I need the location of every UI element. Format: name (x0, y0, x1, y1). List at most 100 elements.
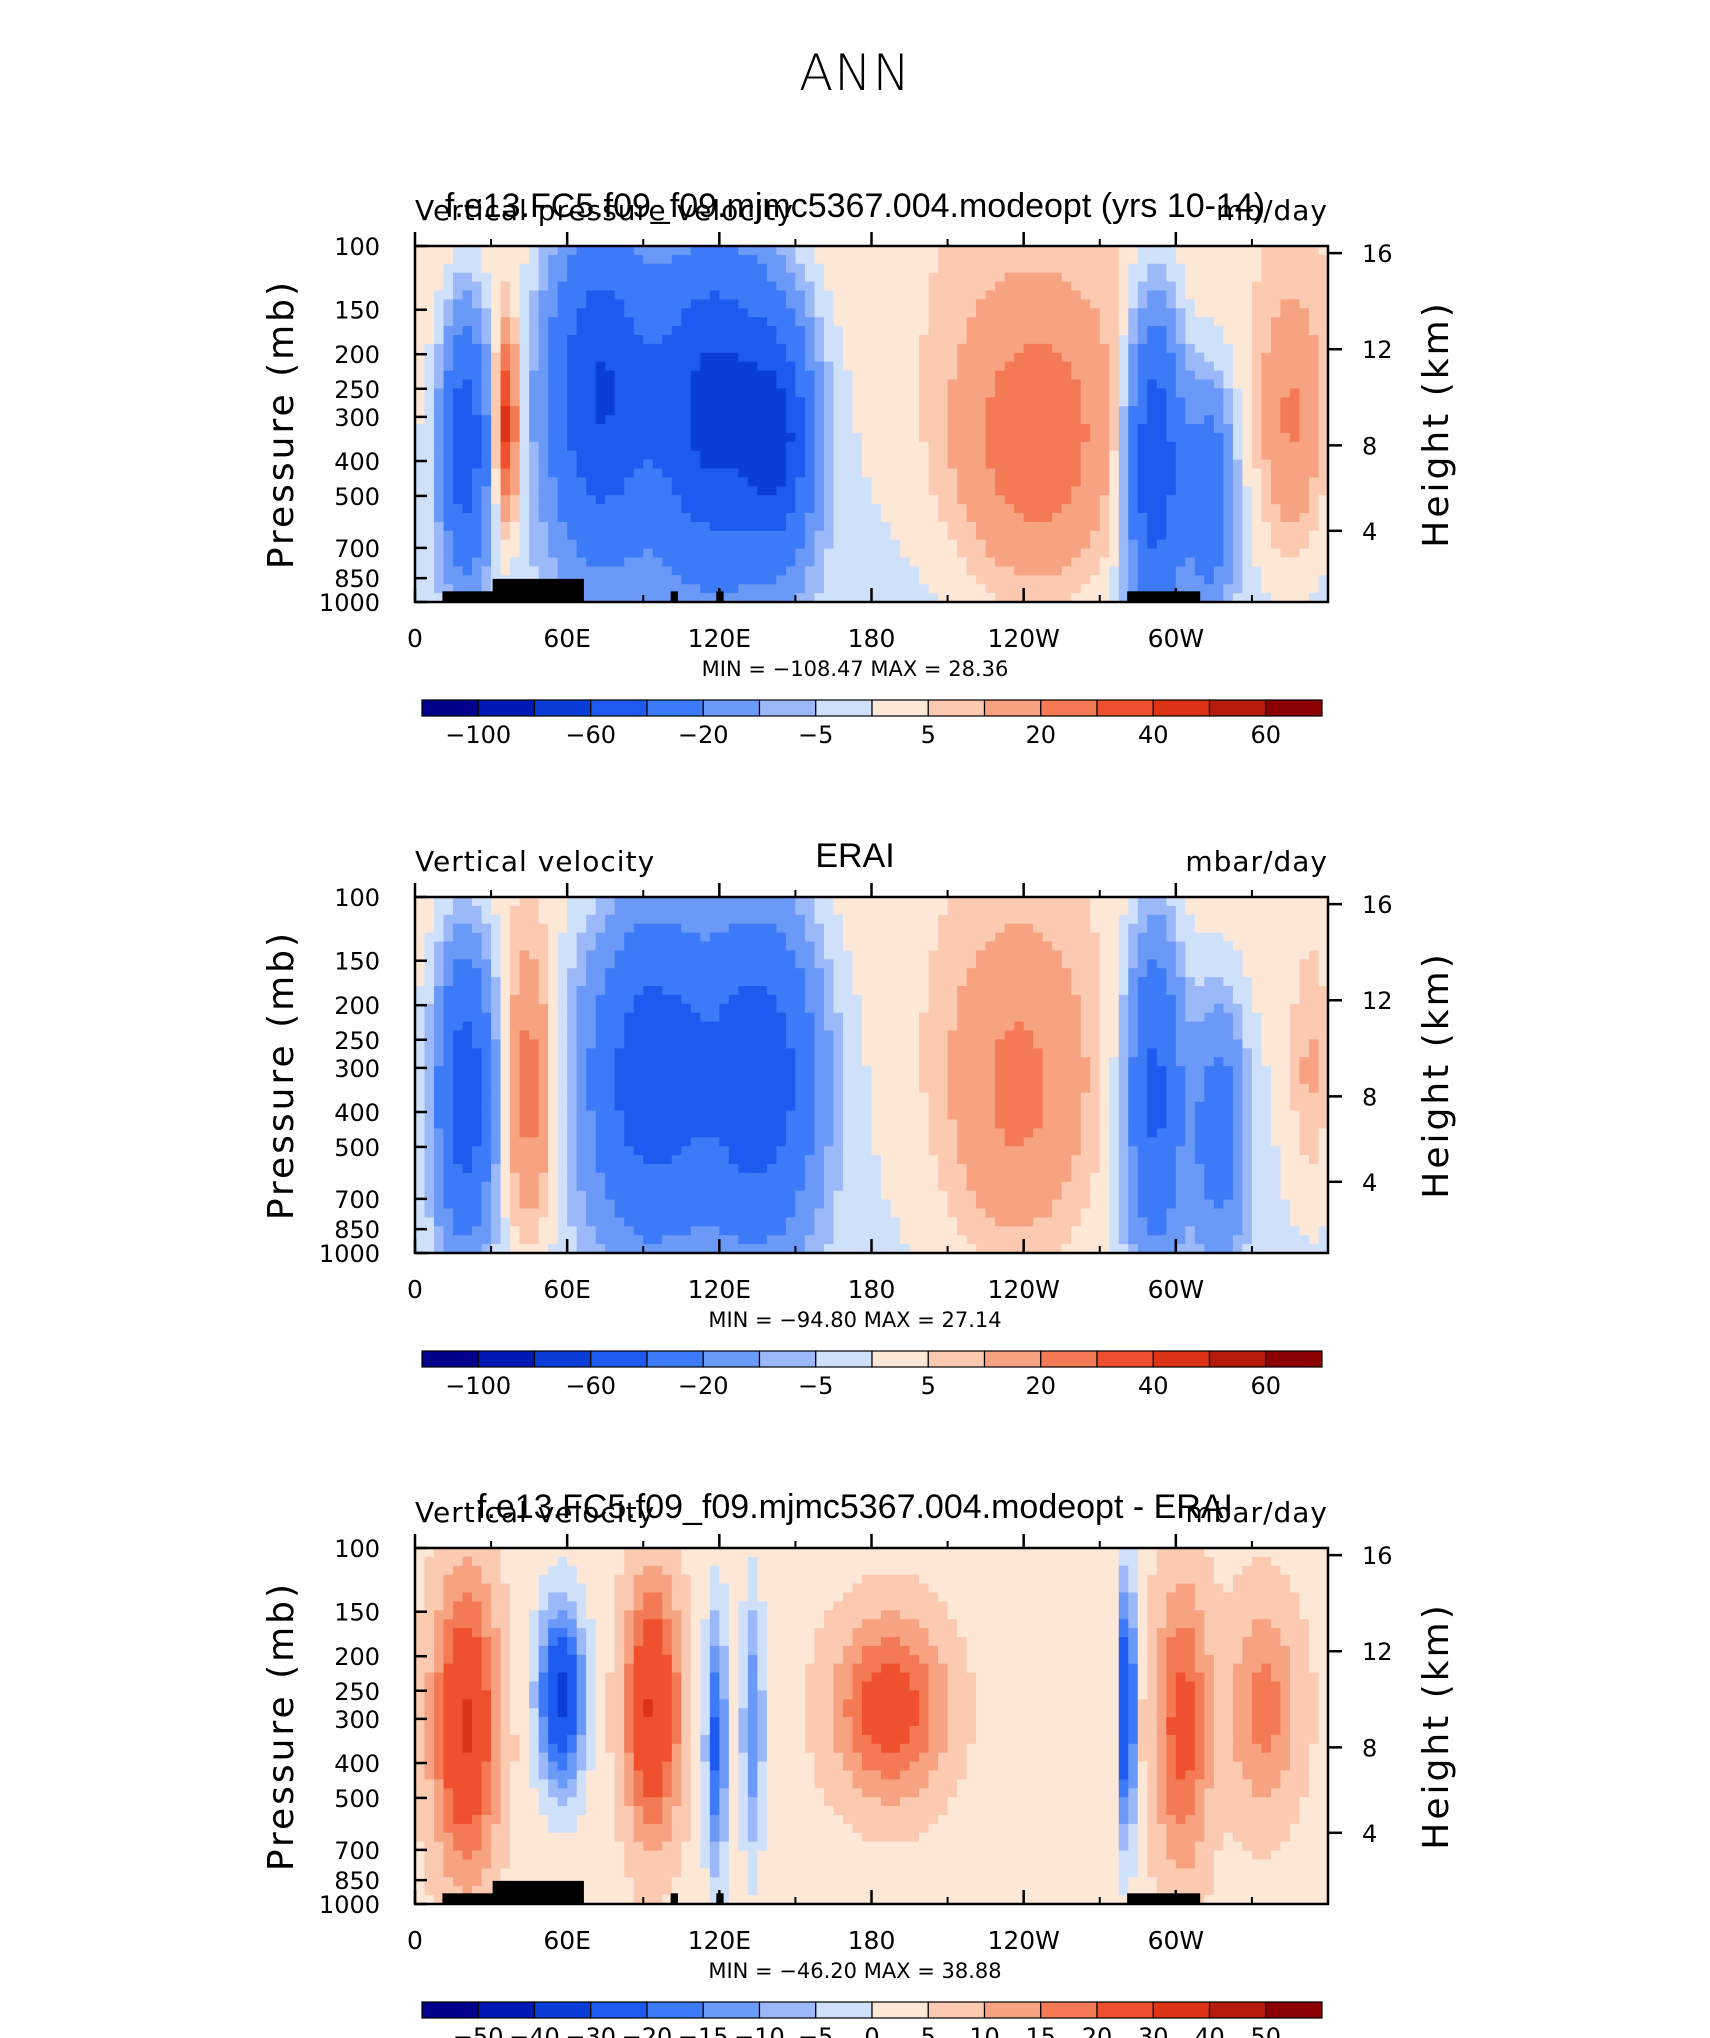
heatmap-cell (719, 450, 730, 461)
heatmap-cell (481, 388, 492, 398)
heatmap-cell (1080, 459, 1091, 470)
heatmap-cell (747, 379, 758, 389)
heatmap-cell (453, 1244, 464, 1254)
heatmap-cell (453, 584, 464, 594)
heatmap-cell (719, 415, 730, 425)
heatmap-cell (957, 495, 968, 505)
heatmap-cell (833, 343, 844, 354)
heatmap-cell (548, 388, 559, 398)
heatmap-cell (453, 450, 464, 461)
heatmap-cell (757, 370, 768, 381)
heatmap-cell (1118, 548, 1129, 559)
heatmap-cell (995, 530, 1006, 541)
heatmap-cell (510, 959, 521, 969)
heatmap-cell (1147, 575, 1158, 585)
heatmap-cell (434, 486, 445, 496)
heatmap-cell (529, 1110, 540, 1121)
heatmap-cell (538, 1048, 549, 1058)
heatmap-cell (1156, 343, 1167, 354)
heatmap-cell (776, 495, 787, 505)
heatmap-cell (567, 1146, 578, 1156)
heatmap-cell (624, 1092, 635, 1103)
heatmap-cell (595, 1083, 606, 1094)
heatmap-cell (1023, 361, 1034, 372)
heatmap-cell (785, 290, 797, 300)
heatmap-cell (1080, 575, 1091, 585)
heatmap-cell (938, 477, 949, 487)
heatmap-cell (519, 923, 530, 934)
heatmap-cell (576, 263, 587, 274)
heatmap-cell (804, 513, 816, 523)
heatmap-cell (871, 450, 882, 461)
heatmap-cell (1080, 246, 1091, 256)
heatmap-cell (595, 263, 606, 274)
heatmap-cell (462, 897, 473, 907)
heatmap-cell (595, 1030, 606, 1040)
heatmap-cell (415, 1119, 426, 1129)
heatmap-cell (1118, 308, 1129, 318)
heatmap-cell (1261, 566, 1272, 576)
heatmap-cell (1299, 343, 1310, 354)
heatmap-cell (519, 1048, 530, 1058)
heatmap-cell (814, 263, 825, 274)
heatmap-cell (1308, 246, 1320, 256)
heatmap-cell (605, 986, 616, 996)
heatmap-cell (795, 539, 806, 550)
heatmap-cell (633, 397, 644, 407)
heatmap-cell (1042, 281, 1053, 292)
heatmap-cell (614, 308, 625, 318)
heatmap-cell (1156, 335, 1167, 345)
heatmap-cell (424, 1164, 435, 1174)
heatmap-cell (576, 539, 587, 550)
heatmap-cell (576, 521, 587, 532)
heatmap-cell (1308, 424, 1320, 434)
heatmap-cell (1261, 379, 1272, 389)
heatmap-cell (472, 1003, 483, 1014)
heatmap-cell (976, 530, 987, 541)
heatmap-cell (1280, 575, 1291, 585)
heatmap-cell (529, 1101, 540, 1112)
heatmap-cell (538, 486, 549, 496)
heatmap-cell (1023, 290, 1034, 300)
heatmap-cell (814, 281, 825, 292)
heatmap-cell (472, 1092, 483, 1103)
heatmap-cell (766, 459, 777, 470)
heatmap-cell (519, 352, 530, 363)
heatmap-cell (519, 1021, 530, 1032)
heatmap-cell (938, 441, 949, 452)
heatmap-cell (1128, 379, 1139, 389)
heatmap-cell (1308, 388, 1320, 398)
heatmap-cell (1223, 477, 1234, 487)
heatmap-cell (871, 521, 882, 532)
heatmap-cell (415, 566, 426, 576)
heatmap-cell (1061, 299, 1072, 309)
heatmap-cell (510, 1048, 521, 1058)
heatmap-cell (491, 326, 502, 336)
heatmap-cell (728, 486, 739, 496)
heatmap-cell (453, 1003, 464, 1014)
heatmap-cell (842, 539, 854, 550)
heatmap-cell (529, 1075, 540, 1085)
heatmap-cell (938, 424, 949, 434)
heatmap-cell (671, 477, 682, 487)
heatmap-cell (1289, 379, 1301, 389)
heatmap-cell (614, 950, 625, 960)
heatmap-cell (842, 441, 854, 452)
heatmap-cell (1156, 379, 1167, 389)
heatmap-cell (1232, 281, 1244, 292)
heatmap-cell (1147, 263, 1158, 274)
heatmap-cell (510, 335, 521, 345)
heatmap-cell (519, 379, 530, 389)
heatmap-cell (957, 343, 968, 354)
heatmap-cell (757, 272, 768, 283)
heatmap-cell (1042, 370, 1053, 381)
heatmap-cell (1099, 254, 1110, 265)
heatmap-cell (567, 1137, 578, 1147)
heatmap-cell (1223, 432, 1234, 443)
heatmap-cell (548, 548, 559, 559)
heatmap-cell (453, 994, 464, 1005)
heatmap-cell (1118, 450, 1129, 461)
heatmap-cell (605, 1155, 616, 1165)
heatmap-cell (1261, 246, 1272, 256)
heatmap-cell (576, 1146, 587, 1156)
